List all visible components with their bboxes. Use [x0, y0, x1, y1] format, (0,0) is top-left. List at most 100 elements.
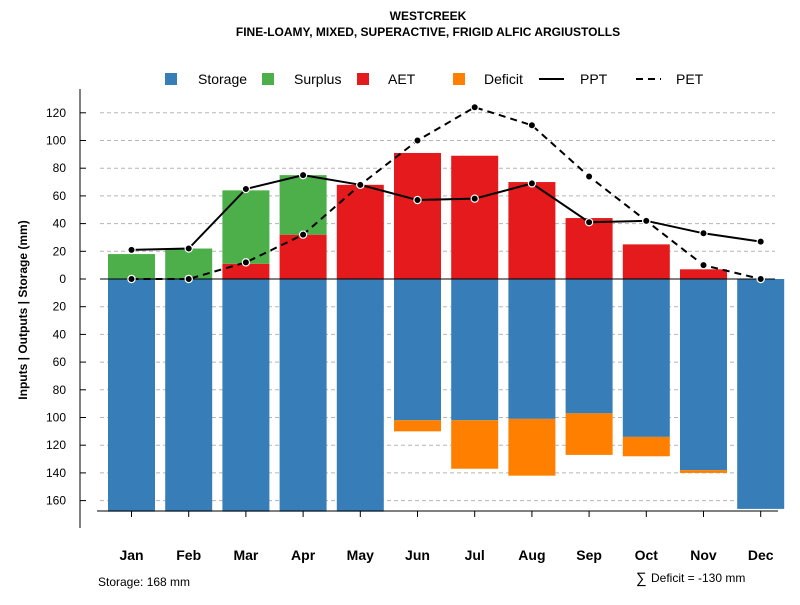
x-tick-label-aug: Aug: [518, 547, 545, 563]
y-tick-label: 100: [46, 134, 66, 148]
lines-group: [127, 103, 765, 284]
legend-swatch-surplus: [262, 73, 274, 85]
bar-storage-nov: [680, 279, 727, 471]
y-tick-label: 40: [53, 217, 67, 231]
bar-storage-jan: [108, 279, 155, 512]
y-tick-label: 60: [53, 355, 67, 369]
bars-group: [100, 152, 785, 512]
bar-storage-apr: [279, 279, 327, 512]
point-ppt-jun: [413, 195, 422, 205]
line-pet: [131, 106, 761, 280]
point-pet-mar: [241, 258, 251, 267]
point-ppt-nov: [699, 229, 708, 238]
point-ppt-feb: [184, 244, 193, 253]
bar-storage-sep: [565, 279, 613, 414]
bar-deficit-oct: [622, 436, 670, 457]
legend-swatch-aet: [357, 73, 369, 85]
bar-storage-mar: [222, 279, 270, 512]
deficit-annotation: Deficit = -130 mm: [651, 571, 745, 585]
bar-deficit-sep: [565, 413, 613, 455]
bar-aet-jul: [451, 155, 499, 279]
bar-aet-apr: [279, 234, 327, 279]
y-tick-label: 100: [46, 411, 66, 425]
line-ppt: [131, 174, 761, 251]
point-ppt-aug: [527, 179, 537, 188]
bar-storage-oct: [622, 279, 670, 437]
bar-storage-aug: [508, 279, 556, 419]
y-tick-label: 80: [53, 161, 67, 175]
legend-label-ppt: PPT: [580, 71, 608, 87]
point-ppt-oct: [642, 216, 651, 226]
point-ppt-dec: [756, 237, 765, 246]
legend-label-pet: PET: [676, 71, 704, 87]
bar-deficit-nov: [680, 470, 727, 473]
x-tick-label-jun: Jun: [405, 547, 430, 563]
y-tick-label: 120: [46, 438, 66, 452]
bar-aet-may: [336, 184, 384, 279]
y-axis-label: Inputs | Outputs | Storage (mm): [16, 220, 30, 399]
legend-label-storage: Storage: [198, 71, 247, 87]
y-tick-label: 40: [53, 327, 67, 341]
bar-storage-jun: [394, 279, 441, 421]
bar-storage-jul: [451, 279, 499, 421]
bar-storage-feb: [165, 279, 213, 512]
y-tick-label: 160: [46, 494, 66, 508]
bar-aet-nov: [680, 269, 727, 279]
point-pet-jul: [470, 103, 479, 112]
point-pet-nov: [699, 260, 708, 270]
point-pet-apr: [298, 230, 308, 239]
bar-aet-jun: [394, 152, 441, 279]
x-tick-label-may: May: [347, 547, 374, 563]
bar-aet-oct: [622, 244, 670, 279]
bar-aet-sep: [565, 218, 613, 279]
legend-label-deficit: Deficit: [484, 71, 523, 87]
x-tick-label-sep: Sep: [576, 547, 602, 563]
x-tick-label-mar: Mar: [233, 547, 258, 563]
point-pet-dec: [756, 274, 765, 284]
x-tick-label-oct: Oct: [635, 547, 659, 563]
x-tick-label-feb: Feb: [176, 547, 201, 563]
chart-subtitle: FINE-LOAMY, MIXED, SUPERACTIVE, FRIGID A…: [236, 25, 620, 39]
point-pet-jun: [413, 136, 422, 145]
storage-annotation: Storage: 168 mm: [98, 575, 190, 589]
bar-deficit-jul: [451, 420, 499, 469]
y-tick-label: 60: [53, 189, 67, 203]
bar-surplus-apr: [279, 175, 327, 235]
point-pet-sep: [584, 172, 594, 181]
bar-deficit-aug: [508, 418, 556, 476]
point-ppt-may: [356, 180, 365, 190]
point-ppt-apr: [298, 170, 308, 180]
bar-surplus-mar: [222, 190, 270, 264]
y-tick-label: 0: [59, 272, 66, 286]
legend-label-surplus: Surplus: [294, 71, 341, 87]
sum-icon: ∑: [636, 570, 647, 587]
point-ppt-mar: [241, 184, 251, 194]
chart-title: WESTCREEK: [390, 9, 467, 23]
point-ppt-jul: [470, 194, 479, 203]
y-tick-label: 120: [46, 106, 66, 120]
legend-label-aet: AET: [388, 71, 416, 87]
x-tick-label-dec: Dec: [748, 547, 774, 563]
bar-aet-aug: [508, 182, 556, 279]
y-tick-label: 20: [53, 300, 67, 314]
x-tick-label-nov: Nov: [690, 547, 717, 563]
x-tick-label-jul: Jul: [465, 547, 485, 563]
y-tick-label: 80: [53, 383, 67, 397]
point-pet-feb: [184, 274, 193, 284]
legend-swatch-storage: [165, 73, 177, 85]
point-ppt-jan: [127, 245, 136, 255]
y-tick-label: 140: [46, 466, 66, 480]
bar-storage-dec: [737, 279, 785, 509]
legend-swatch-deficit: [453, 73, 465, 85]
bar-storage-may: [336, 279, 384, 512]
x-tick-label-apr: Apr: [291, 547, 316, 563]
x-tick-label-jan: Jan: [119, 547, 143, 563]
bar-deficit-jun: [394, 420, 441, 432]
legend: Storage Surplus AET Deficit PPT PET: [165, 71, 704, 87]
point-pet-jan: [127, 274, 136, 284]
point-pet-aug: [527, 121, 537, 130]
axes-group: 120 100 80 60 40 20 0 20 40 60 80 100 120 140 160 Jan Fe…: [46, 89, 778, 563]
bar-aet-mar: [222, 263, 270, 279]
